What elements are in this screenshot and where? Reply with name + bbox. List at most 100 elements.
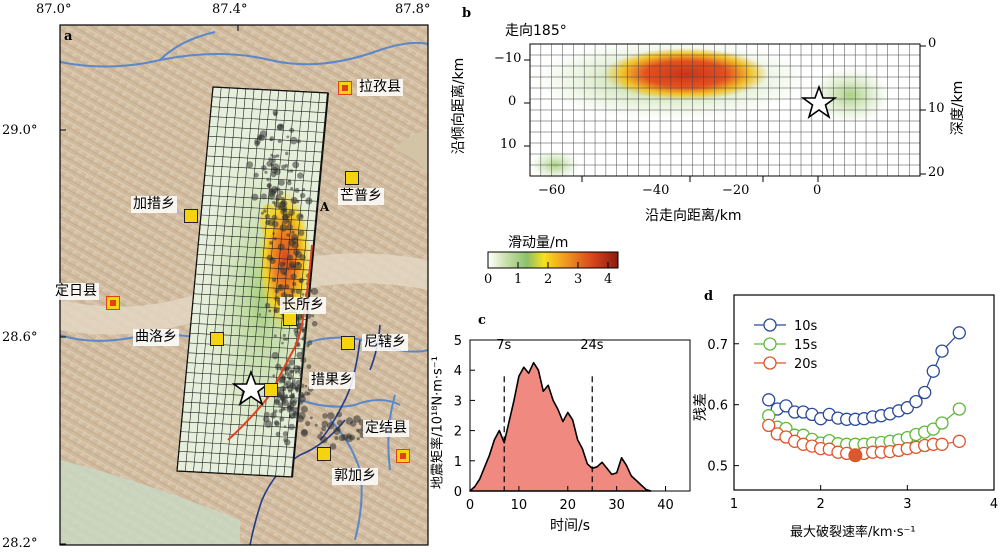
y-tick: 10 xyxy=(928,101,945,116)
town-marker xyxy=(345,171,359,185)
marker-label: 24s xyxy=(580,338,604,353)
colorbar-tick: 1 xyxy=(514,272,523,287)
along-strike-axis-label: 沿走向距离/km xyxy=(645,208,742,224)
moment-rate-panel: c 地震矩率/10¹⁸N·m·s⁻¹ 时间/s 0 10 20 30 40 0 1 2 3 4 5 7… xyxy=(420,305,700,552)
panel-letter: c xyxy=(478,313,486,328)
town-marker xyxy=(338,81,352,95)
y-tick-label: 0.6 xyxy=(707,399,728,414)
x-tick-label: 40 xyxy=(657,498,674,513)
y-tick: 0 xyxy=(928,36,937,51)
x-tick-label: 1 xyxy=(730,497,738,512)
best-fit-point xyxy=(848,448,863,463)
lat-tick: 28.2° xyxy=(2,536,38,551)
town-label: 定日县 xyxy=(53,283,99,300)
lon-tick: 87.4° xyxy=(212,2,248,17)
y-tick-label: 1 xyxy=(454,455,462,470)
strike-label: 走向185° xyxy=(505,23,567,39)
town-marker xyxy=(210,332,224,346)
y-tick-label: 5 xyxy=(454,334,462,349)
residual-chart: 10s 15s 20s 1 2 3 4 0.5 0.6 0.7 xyxy=(707,294,998,512)
lat-tick: 28.6° xyxy=(2,330,38,345)
town-label: 定结县 xyxy=(363,420,409,437)
epicenter-star-icon xyxy=(231,370,271,406)
x-tick: −20 xyxy=(722,183,750,198)
x-tick-label: 30 xyxy=(608,498,625,513)
legend-marker xyxy=(763,337,777,351)
y-tick-label: 0 xyxy=(454,485,462,500)
town-label: 郭加乡 xyxy=(332,468,378,485)
fault-label: A xyxy=(320,200,330,214)
town-label: 曲洛乡 xyxy=(133,329,179,346)
residual-point xyxy=(918,385,932,400)
x-tick-label: 20 xyxy=(560,498,577,513)
y-tick-label: 3 xyxy=(454,394,462,409)
residual-point xyxy=(952,326,966,340)
lake xyxy=(395,130,428,175)
colorbar-tick: 4 xyxy=(604,272,613,287)
rupture-velocity-axis-label: 最大破裂速率/km·s⁻¹ xyxy=(790,525,916,540)
residual-point xyxy=(935,437,949,451)
x-tick-label: 3 xyxy=(903,497,911,512)
time-axis-label: 时间/s xyxy=(550,518,591,534)
panel-letter: b xyxy=(462,6,472,21)
legend-label: 15s xyxy=(794,338,818,353)
colorbar-tick: 0 xyxy=(484,272,493,287)
y-tick: 20 xyxy=(928,165,945,180)
legend-marker xyxy=(763,356,777,370)
residual-point xyxy=(935,344,949,358)
legend-label: 10s xyxy=(794,319,818,334)
y-tick-label: 0.7 xyxy=(707,338,728,353)
aftershock-cloud xyxy=(246,109,369,450)
lat-tick: 29.0° xyxy=(2,123,38,138)
y-tick-label: 4 xyxy=(454,364,462,379)
town-label: 拉孜县 xyxy=(357,79,403,96)
residual-point xyxy=(762,418,776,433)
town-marker xyxy=(396,449,410,463)
x-tick-label: 0 xyxy=(466,498,474,513)
slip-section-plot xyxy=(524,40,926,182)
legend-marker xyxy=(763,318,777,332)
x-tick: −40 xyxy=(642,183,670,198)
marker-label: 7s xyxy=(496,338,511,353)
surface-rupture xyxy=(227,244,313,441)
x-tick: −60 xyxy=(538,183,566,198)
lon-tick: 87.8° xyxy=(395,2,431,17)
map-frame xyxy=(59,24,429,546)
town-marker xyxy=(341,336,355,350)
town-label: 加措乡 xyxy=(131,196,177,213)
moment-rate-chart: 0 10 20 30 40 0 1 2 3 4 5 7s 24s xyxy=(454,334,691,513)
town-marker xyxy=(264,383,278,397)
hypocenter-star-icon xyxy=(801,85,837,119)
colorbar-tick: 2 xyxy=(544,272,553,287)
residual-point xyxy=(909,394,923,409)
x-tick-label: 4 xyxy=(990,497,998,512)
map-panel: 87.0° 87.4° 87.8° 29.0° 28.6° 28.2° xyxy=(0,0,430,552)
x-tick-label: 10 xyxy=(511,498,528,513)
residual-point xyxy=(952,402,966,416)
colorbar-title: 滑动量/m xyxy=(508,235,569,251)
town-marker xyxy=(317,447,331,461)
town-label: 芒普乡 xyxy=(338,188,384,205)
y-tick-label: 2 xyxy=(454,425,462,440)
town-label: 措果乡 xyxy=(309,372,355,389)
panel-letter: d xyxy=(704,289,714,304)
y-tick: −10 xyxy=(494,51,522,66)
residual-point xyxy=(762,393,776,407)
town-marker xyxy=(106,296,120,310)
y-tick: 10 xyxy=(500,137,517,152)
moment-rate-area xyxy=(469,361,652,492)
residual-point xyxy=(935,416,949,430)
valley-area xyxy=(60,460,240,545)
town-marker xyxy=(184,209,198,223)
town-marker xyxy=(283,312,297,326)
legend-label: 20s xyxy=(794,357,818,372)
slip-colorbar: 滑动量/m 0 1 2 3 4 xyxy=(480,230,630,300)
colorbar-tick: 3 xyxy=(574,272,583,287)
town-label: 尼辖乡 xyxy=(362,334,408,351)
slip-section-panel: b 走向185° 沿倾向距离/km 深度/km 沿走向距离/km xyxy=(430,0,1000,230)
x-tick-label: 2 xyxy=(817,497,825,512)
town-label: 长所乡 xyxy=(280,297,326,314)
lon-tick: 87.0° xyxy=(36,2,72,17)
panel-letter: a xyxy=(64,29,73,44)
y-tick-label: 0.5 xyxy=(707,460,728,475)
